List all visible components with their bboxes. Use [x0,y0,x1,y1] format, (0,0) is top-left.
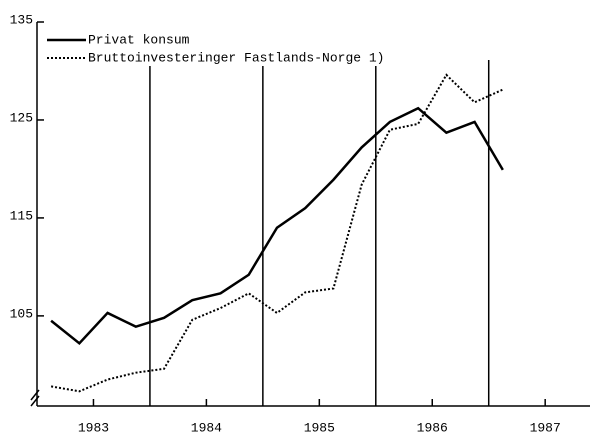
x-tick-label: 1984 [191,420,222,435]
x-tick-label: 1983 [78,420,109,435]
axis-break [30,395,40,407]
legend-bg [87,50,388,66]
x-tick-label: 1985 [304,420,335,435]
axis-break [30,389,40,401]
y-tick-label: 125 [10,110,33,125]
x-tick-label: 1987 [530,420,561,435]
legend-label: Bruttoinvesteringer Fastlands-Norge 1) [88,50,384,65]
legend-bg [87,32,193,48]
y-tick-label: 135 [10,12,33,27]
y-tick-label: 105 [10,306,33,321]
y-tick-label: 115 [10,208,33,223]
x-tick-label: 1986 [417,420,448,435]
legend-label: Privat konsum [88,32,190,47]
series-line [50,106,504,346]
